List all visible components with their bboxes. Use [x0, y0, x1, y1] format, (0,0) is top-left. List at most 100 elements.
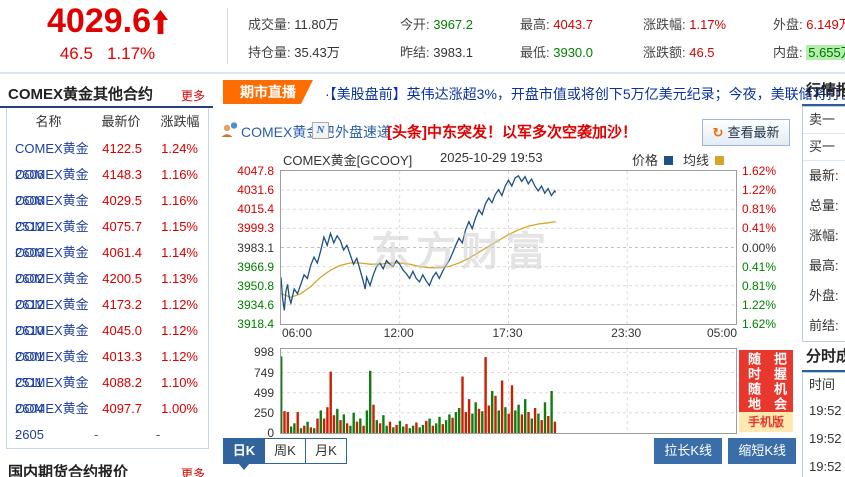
intraday-price-chart[interactable]: 东方财富	[280, 170, 737, 325]
domestic-more-link[interactable]: 更多	[180, 467, 205, 477]
contract-row[interactable]: COMEX黄金2612 4200.5 1.13%	[7, 266, 208, 312]
kline-tab-日K[interactable]: 日K	[224, 439, 264, 470]
legend-price-label: 价格	[631, 153, 658, 168]
volume-chart[interactable]	[280, 348, 737, 434]
contract-name[interactable]: COMEX黄金2512	[15, 193, 89, 234]
refresh-latest-button[interactable]: ↻ 查看最新	[702, 119, 790, 146]
contract-change-pct: 1.24%	[161, 141, 198, 156]
time-tick-label: 23:30	[611, 326, 642, 340]
stat-value: 6.149万	[806, 17, 845, 32]
contract-table-header: 名称 最新价 涨跌幅	[7, 108, 208, 136]
contract-row[interactable]: COMEX黄金2606 4122.5 1.24%	[7, 136, 208, 182]
tab-overseas-express[interactable]: 外盘速递	[335, 124, 391, 140]
stat-label: 最高:	[520, 17, 554, 32]
refresh-icon: ↻	[712, 125, 724, 140]
contract-name[interactable]: COMEX黄金2602	[15, 245, 89, 286]
change-percent: 1.17%	[106, 44, 156, 63]
contract-price: -	[94, 427, 99, 442]
contract-price: 4029.5	[102, 193, 142, 208]
stat-label: 涨跌幅:	[643, 17, 690, 32]
contract-row[interactable]: COMEX黄金2605 4097.7 1.00%	[7, 396, 208, 442]
left-sidebar: COMEX黄金其他合约 更多 名称 最新价 涨跌幅 COMEX黄金2606 4122.5…	[0, 74, 215, 477]
domestic-futures-title: 国内期货合约报价	[8, 464, 129, 477]
percent-tick-label: 0.81%	[742, 278, 777, 293]
contract-price: 4013.3	[102, 349, 142, 364]
price-tick-label: 4031.6	[237, 183, 274, 198]
contract-name[interactable]: COMEX黄金2601	[15, 323, 89, 364]
contract-change-pct: -	[156, 427, 161, 442]
contract-row[interactable]: COMEX黄金2512 4029.5 1.16%	[7, 188, 208, 234]
quote-field-label: 外盘:	[809, 288, 839, 303]
stat-item: 持仓量: 35.43万	[248, 42, 340, 61]
contract-change-pct: 1.12%	[161, 297, 198, 312]
stat-label: 昨结:	[400, 45, 434, 60]
mobile-app-promo-banner[interactable]: 随时随地 把握机会 手机版	[739, 350, 793, 432]
contract-row[interactable]: COMEX黄金2602 4061.4 1.14%	[7, 240, 208, 286]
percent-axis-right: 1.62% 1.22% 0.81% 0.41% 0.00% 0.41% 0.81% 1.22%…	[739, 164, 797, 331]
time-panel-title: 分时成交	[802, 346, 845, 372]
shrink-kline-button[interactable]: 缩短K线	[728, 438, 796, 464]
price-tick-label: 3950.8	[237, 278, 274, 293]
mobile-version-label: 手机版	[739, 412, 793, 432]
stat-value: 35.43万	[294, 45, 340, 60]
price-chart-svg	[280, 171, 736, 324]
stat-label: 持仓量:	[248, 45, 295, 60]
stat-value: 4043.7	[553, 17, 593, 32]
contract-change-pct: 1.15%	[161, 219, 198, 234]
contract-name[interactable]: COMEX黄金2604	[15, 375, 89, 416]
time-tick-label: 17:30	[492, 326, 523, 340]
live-broadcast-badge[interactable]: 期市直播	[223, 80, 313, 104]
kline-tab-月K[interactable]: 月K	[305, 439, 346, 463]
contract-name[interactable]: COMEX黄金2603	[15, 219, 89, 260]
stat-item: 最高: 4043.7	[520, 14, 593, 33]
contract-price: 4148.3	[102, 167, 142, 182]
stat-label: 外盘:	[773, 17, 807, 32]
contract-name[interactable]: COMEX黄金2612	[15, 271, 89, 312]
contract-name[interactable]: COMEX黄金2605	[15, 401, 89, 442]
stretch-kline-button[interactable]: 拉长K线	[654, 438, 722, 464]
price-tick-label: 3918.4	[237, 317, 274, 331]
volume-tick-label: 250	[253, 405, 274, 420]
percent-tick-label: 0.00%	[742, 240, 777, 255]
stat-value: 3983.1	[433, 45, 473, 60]
stat-item: 涨跌幅: 1.17%	[643, 14, 726, 33]
contract-name[interactable]: COMEX黄金2608	[15, 167, 89, 208]
contract-row[interactable]: COMEX黄金2610 4173.2 1.12%	[7, 292, 208, 338]
last-price-value: 4029.6	[47, 2, 151, 40]
contract-name[interactable]: COMEX黄金2606	[15, 141, 89, 182]
column-header: 涨跌幅	[160, 114, 200, 129]
top-news-headline[interactable]: [头条]中东突发！以军多次空袭加沙！	[387, 124, 637, 141]
contract-name[interactable]: COMEX黄金2610	[15, 297, 89, 338]
contract-price: 4045.0	[102, 323, 142, 338]
more-link[interactable]: 更多	[180, 89, 205, 103]
header-divider	[227, 8, 228, 64]
contract-row[interactable]: COMEX黄金2608 4148.3 1.16%	[7, 162, 208, 208]
percent-tick-label: 1.62%	[742, 164, 777, 178]
contract-name[interactable]: COMEX黄金2511	[15, 349, 89, 390]
contract-price: 4088.2	[102, 375, 142, 390]
main-panel: 期市直播 ·【美股盘前】英伟达涨超3%，开盘市值或将创下5万亿美元纪录；今夜，美…	[215, 74, 845, 477]
percent-tick-label: 1.22%	[742, 297, 777, 312]
contract-change-pct: 1.16%	[161, 167, 198, 182]
tick-time-row: 19:52	[809, 459, 842, 474]
news-n-icon: N	[312, 122, 329, 139]
contract-row[interactable]: COMEX黄金2604 4088.2 1.10%	[7, 370, 208, 416]
contract-row[interactable]: COMEX黄金2511 4013.3 1.12%	[7, 344, 208, 390]
news-ticker-headline[interactable]: ·【美股盘前】英伟达涨超3%，开盘市值或将创下5万亿美元纪录；今夜，美联储将打出	[325, 86, 845, 102]
stat-label: 最低:	[520, 45, 554, 60]
kline-tab-周K[interactable]: 周K	[264, 439, 305, 463]
refresh-label: 查看最新	[727, 125, 780, 140]
tab-gold-forum[interactable]: COMEX黄金吧	[241, 124, 335, 140]
price-tick-label: 3934.6	[237, 297, 274, 312]
contract-row[interactable]: COMEX黄金2603 4075.7 1.15%	[7, 214, 208, 260]
price-tick-label: 3983.1	[237, 240, 274, 255]
contract-price: 4173.2	[102, 297, 142, 312]
kline-period-tabs: 日K 周K 月K	[223, 438, 347, 470]
stat-item: 昨结: 3983.1	[400, 42, 473, 61]
header-rule	[0, 72, 845, 74]
tab-row: COMEX黄金吧 N 外盘速递 [头条]中东突发！以军多次空袭加沙！ ↻ 查看最新	[215, 118, 800, 146]
order-book-row: 卖一	[803, 107, 845, 134]
contract-row[interactable]: COMEX黄金2601 4045.0 1.12%	[7, 318, 208, 364]
volume-tick-label: 749	[253, 365, 274, 380]
